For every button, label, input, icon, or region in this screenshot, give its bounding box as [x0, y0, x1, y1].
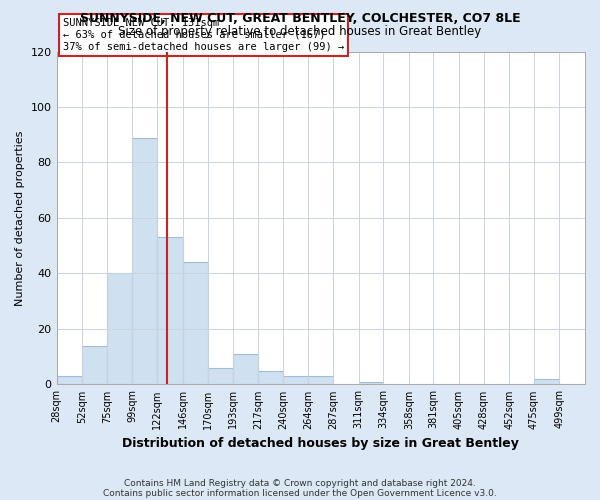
- Text: Size of property relative to detached houses in Great Bentley: Size of property relative to detached ho…: [118, 25, 482, 38]
- Text: SUNNYSIDE NEW CUT: 131sqm
← 63% of detached houses are smaller (167)
37% of semi: SUNNYSIDE NEW CUT: 131sqm ← 63% of detac…: [63, 18, 344, 52]
- Text: SUNNYSIDE, NEW CUT, GREAT BENTLEY, COLCHESTER, CO7 8LE: SUNNYSIDE, NEW CUT, GREAT BENTLEY, COLCH…: [80, 12, 520, 26]
- Text: Contains HM Land Registry data © Crown copyright and database right 2024.: Contains HM Land Registry data © Crown c…: [124, 478, 476, 488]
- Bar: [359, 382, 383, 384]
- Bar: [107, 274, 133, 384]
- X-axis label: Distribution of detached houses by size in Great Bentley: Distribution of detached houses by size …: [122, 437, 519, 450]
- Bar: [208, 368, 233, 384]
- Text: Contains public sector information licensed under the Open Government Licence v3: Contains public sector information licen…: [103, 488, 497, 498]
- Bar: [82, 346, 107, 385]
- Bar: [182, 262, 208, 384]
- Bar: [157, 238, 182, 384]
- Bar: [308, 376, 333, 384]
- Bar: [233, 354, 259, 384]
- Bar: [283, 376, 308, 384]
- Y-axis label: Number of detached properties: Number of detached properties: [15, 130, 25, 306]
- Bar: [534, 379, 559, 384]
- Bar: [133, 138, 157, 384]
- Bar: [56, 376, 82, 384]
- Bar: [259, 370, 283, 384]
